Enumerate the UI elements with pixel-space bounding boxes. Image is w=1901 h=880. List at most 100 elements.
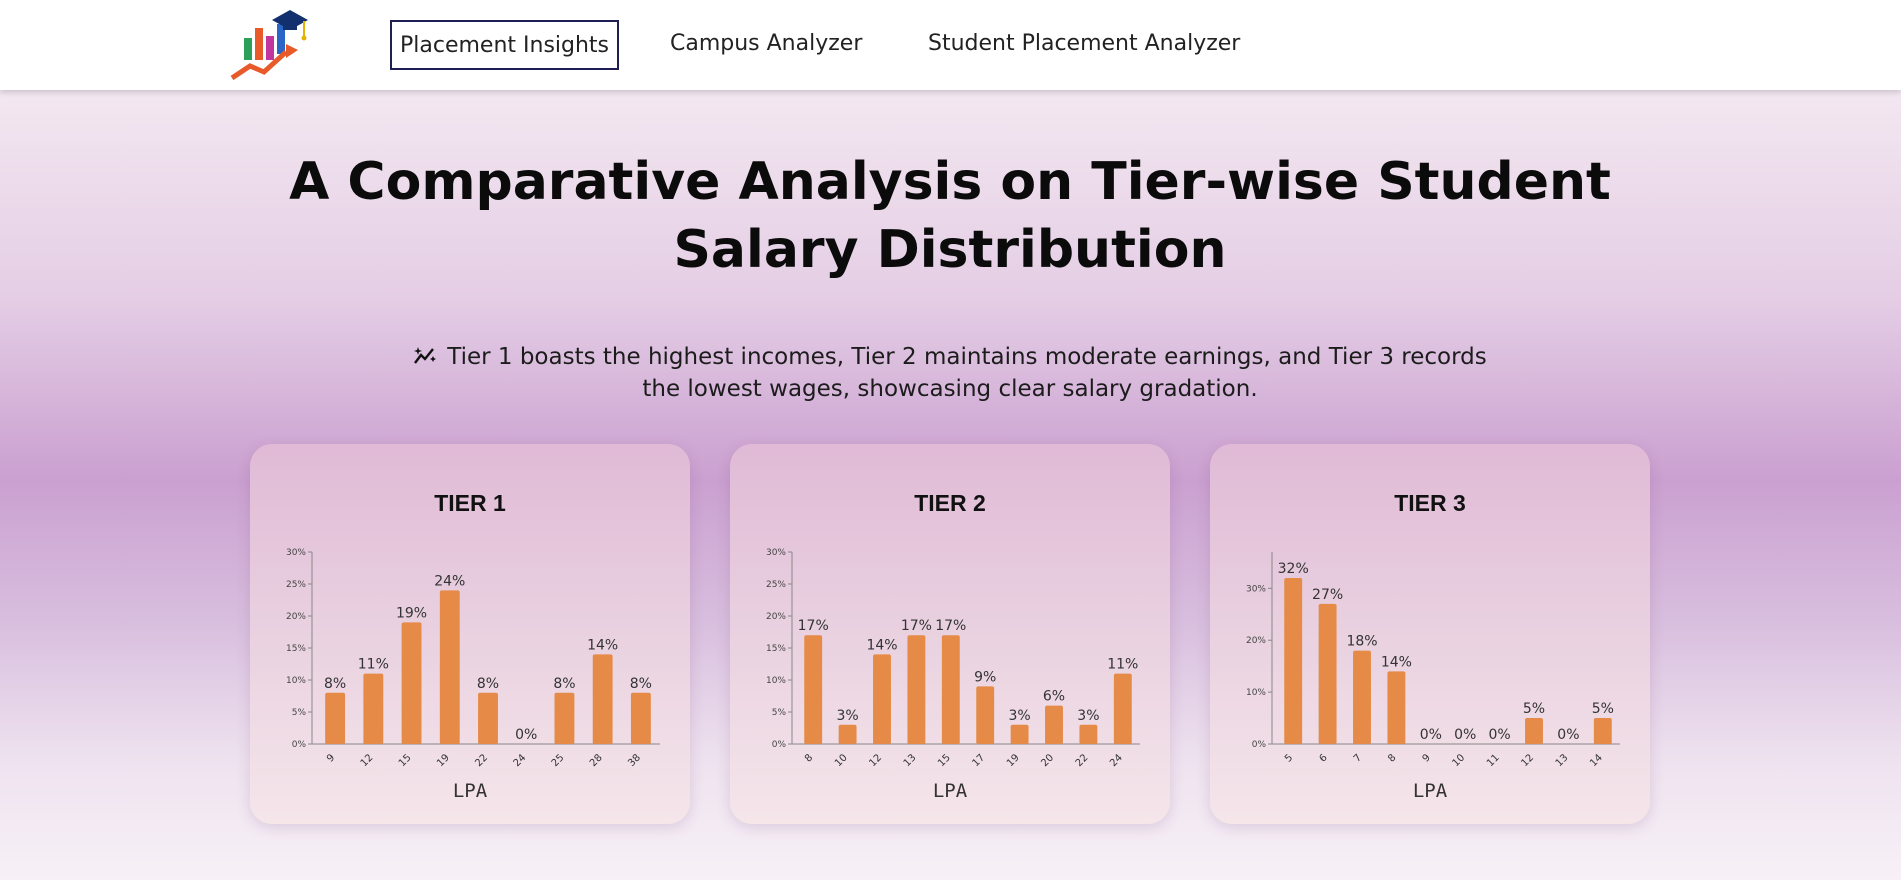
x-tick-label: 7 [1352, 752, 1364, 764]
bar [976, 686, 995, 744]
bar [325, 692, 346, 744]
bar [592, 654, 613, 744]
x-tick-label: 13 [902, 752, 919, 769]
nav-campus-analyzer[interactable]: Campus Analyzer [670, 30, 863, 56]
x-tick-label: 12 [1519, 752, 1536, 769]
bar-value-label: 0% [515, 727, 537, 743]
bar [838, 724, 857, 744]
x-tick-label: 10 [833, 752, 850, 769]
chart-title: TIER 3 [1394, 490, 1466, 516]
y-tick-label: 30% [1246, 584, 1266, 594]
tier-1-bar-chart: 0% 5% 10% 15% 20% 25% 30% 8% 9 11% 12 19% 15 24% 19 8% 2… [286, 548, 660, 769]
bar-value-label: 24% [434, 573, 465, 589]
y-tick-label: 10% [1246, 688, 1266, 698]
bar-value-label: 3% [836, 708, 858, 724]
tier-1-card: TIER 1 0% 5% 10% 15% 20% 25% 30% 8% 9 11% 12 19% 15 2… [250, 444, 690, 824]
x-tick-label: 25 [550, 752, 567, 769]
x-tick-label: 17 [971, 752, 988, 769]
x-tick-label: 6 [1317, 752, 1329, 764]
bar-value-label: 0% [1488, 727, 1510, 743]
x-tick-label: 19 [1005, 752, 1022, 769]
y-tick-label: 5% [292, 708, 307, 718]
bar [1113, 673, 1132, 744]
bar-value-label: 18% [1346, 634, 1377, 650]
nav-placement-insights[interactable]: Placement Insights [390, 20, 620, 70]
bar-value-label: 6% [1043, 689, 1065, 705]
x-tick-label: 22 [473, 752, 490, 769]
x-tick-label: 15 [397, 752, 414, 769]
bar [1387, 671, 1406, 744]
x-tick-label: 10 [1451, 752, 1468, 769]
bar [439, 590, 460, 744]
bar-value-label: 11% [358, 657, 389, 673]
insight-text-block: Tier 1 boasts the highest incomes, Tier … [400, 342, 1500, 404]
x-tick-label: 11 [1485, 752, 1502, 769]
x-tick-label: 8 [803, 752, 815, 764]
bar-value-label: 32% [1278, 561, 1309, 577]
bar-value-label: 0% [1557, 727, 1579, 743]
bar-value-label: 27% [1312, 587, 1343, 603]
bar [1079, 724, 1098, 744]
bar [1593, 718, 1612, 744]
y-tick-label: 20% [286, 612, 306, 622]
trend-sparkle-icon [413, 344, 437, 374]
y-tick-label: 25% [286, 580, 306, 590]
x-tick-label: 24 [1108, 752, 1125, 769]
bar [941, 635, 960, 744]
y-tick-label: 15% [766, 644, 786, 654]
chart-title: TIER 2 [914, 490, 986, 516]
x-tick-label: 15 [936, 752, 953, 769]
bar [1353, 650, 1371, 744]
tier-2-bar-chart: 0% 5% 10% 15% 20% 25% 30% 17% 8 3% 10 14% 12 17% 13 17%… [766, 548, 1140, 769]
bar [907, 635, 926, 744]
bar-value-label: 5% [1523, 701, 1545, 717]
bar-value-label: 17% [935, 618, 966, 634]
x-tick-label: 8 [1386, 752, 1398, 764]
bar [401, 622, 422, 744]
page-title: A Comparative Analysis on Tier-wise Stud… [289, 152, 1611, 280]
bar-value-label: 17% [798, 618, 829, 634]
tier-3-bar-chart: 0% 10% 20% 30% 32% 5 27% 6 18% 7 14% 8 0% 9 0% 10 0% 11 5%… [1246, 552, 1620, 769]
bar [1525, 718, 1543, 744]
bar [1010, 724, 1029, 744]
x-axis-label: LPA [452, 780, 488, 802]
bar-value-label: 17% [901, 618, 932, 634]
x-tick-label: 12 [359, 752, 376, 769]
y-tick-label: 0% [1252, 740, 1267, 750]
x-tick-label: 22 [1074, 752, 1091, 769]
bar-value-label: 3% [1008, 708, 1030, 724]
bar [1284, 577, 1303, 744]
bar-value-label: 0% [1454, 727, 1476, 743]
bar-value-label: 8% [324, 676, 346, 692]
y-tick-label: 15% [286, 644, 306, 654]
bar-value-label: 9% [974, 669, 996, 685]
y-tick-label: 20% [766, 612, 786, 622]
x-tick-label: 9 [325, 752, 337, 764]
chart-title: TIER 1 [434, 490, 506, 516]
x-axis-label: LPA [1412, 780, 1448, 802]
bar-value-label: 5% [1592, 701, 1614, 717]
bar-value-label: 11% [1107, 657, 1138, 673]
x-tick-label: 13 [1554, 752, 1571, 769]
bar [478, 692, 498, 744]
y-tick-label: 30% [286, 548, 306, 558]
y-tick-label: 10% [766, 676, 786, 686]
y-tick-label: 0% [292, 740, 307, 750]
x-tick-label: 9 [1421, 752, 1433, 764]
x-tick-label: 38 [626, 752, 643, 769]
x-tick-label: 20 [1039, 752, 1056, 769]
bar-value-label: 8% [630, 676, 652, 692]
bar-value-label: 8% [477, 676, 499, 692]
bar [554, 692, 575, 744]
placement-analytics-logo[interactable] [228, 6, 312, 82]
y-tick-label: 20% [1246, 636, 1266, 646]
tier-2-card: TIER 2 0% 5% 10% 15% 20% 25% 30% 17% 8 3% 10 14% 12 1… [730, 444, 1170, 824]
x-tick-label: 5 [1283, 752, 1295, 764]
x-tick-label: 28 [588, 752, 605, 769]
nav-student-placement-analyzer[interactable]: Student Placement Analyzer [928, 30, 1241, 56]
bar-value-label: 19% [396, 605, 427, 621]
bar [363, 673, 384, 744]
y-tick-label: 0% [772, 740, 787, 750]
bar [1045, 705, 1063, 744]
bar-value-label: 14% [866, 637, 897, 653]
